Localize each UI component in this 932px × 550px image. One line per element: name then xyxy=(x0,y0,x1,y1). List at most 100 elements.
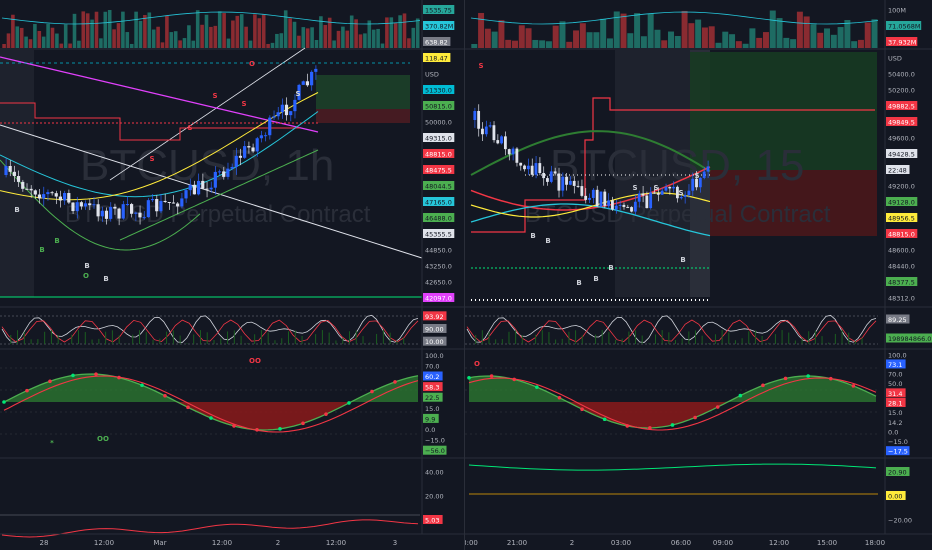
signal-label: B xyxy=(39,246,44,254)
volume-bar xyxy=(769,10,776,49)
chart-pane-1h[interactable]: BTCUSD, 1h BTCUSD Perpetual Contract S S S S S… xyxy=(0,0,464,550)
volume-bar xyxy=(668,31,674,48)
volume-bar xyxy=(143,14,147,49)
signal-label: B xyxy=(593,275,598,283)
volume-bar xyxy=(222,13,226,48)
price-tag-box xyxy=(423,5,455,14)
candle-body xyxy=(155,199,159,212)
volume-bar xyxy=(81,11,86,49)
volume-bar xyxy=(41,36,46,48)
ma-line-magenta xyxy=(0,56,319,133)
candle-body xyxy=(247,146,251,148)
price-tag-box xyxy=(423,293,455,302)
price-tag-box xyxy=(886,359,906,369)
signal-label: OO xyxy=(249,357,261,365)
volume-bar xyxy=(620,13,627,49)
candle-body xyxy=(92,204,96,206)
wave-area-negative xyxy=(469,402,876,428)
volume-bar xyxy=(345,30,350,48)
candle-body xyxy=(500,136,503,144)
price-tag-box xyxy=(886,491,906,500)
price-tag-label: 50815.0 xyxy=(425,103,452,111)
price-tag-label: 49128.0 xyxy=(888,199,915,207)
price-tag-label: 73.1 xyxy=(888,361,902,369)
chart-watermark-description: BTCUSD Perpetual Contract xyxy=(525,201,831,228)
stepped-stop-line xyxy=(471,97,875,233)
wave-dot xyxy=(648,426,652,430)
volume-bar xyxy=(275,33,279,48)
adx-line xyxy=(468,463,877,471)
candle-body xyxy=(54,193,58,197)
stoch-line xyxy=(1,314,419,343)
candle-body xyxy=(42,194,46,199)
volume-bar xyxy=(830,34,837,48)
price-scale-label: 50400.0 xyxy=(888,71,915,79)
price-tag-label: 58.3 xyxy=(425,384,439,392)
adx-line xyxy=(1,519,419,538)
wave-dot xyxy=(209,416,213,420)
volume-bar xyxy=(790,39,797,48)
volume-bar xyxy=(327,17,332,48)
volume-bar xyxy=(279,33,284,48)
volume-bar xyxy=(613,11,620,48)
price-scale-label: 100.0 xyxy=(888,351,907,359)
signal-label: S xyxy=(241,100,246,108)
signal-label: S xyxy=(149,155,154,163)
volume-bar xyxy=(735,41,742,48)
volume-bar xyxy=(235,15,240,49)
volume-bar xyxy=(336,30,341,48)
volume-bar xyxy=(107,10,112,48)
volume-bar xyxy=(654,29,661,48)
candle-body xyxy=(251,147,255,152)
price-tag-box xyxy=(423,324,447,333)
wave-dot xyxy=(851,384,856,388)
candle-body xyxy=(176,203,180,207)
chart-pane-15m[interactable]: BTCUSD, 15 BTCUSD Perpetual Contract S S S S S… xyxy=(465,0,932,550)
candle-body xyxy=(263,135,268,137)
price-tag-label: 37.932M xyxy=(888,39,916,47)
candle-body xyxy=(188,184,192,191)
volume-bar xyxy=(297,35,301,48)
wave-dot xyxy=(25,388,29,393)
candle-body xyxy=(113,206,117,209)
volume-bar xyxy=(606,38,613,48)
price-tag-label: 48815.0 xyxy=(888,231,915,239)
volume-bar xyxy=(817,32,824,48)
volume-bar xyxy=(99,38,103,48)
price-tag-label: 638.82 xyxy=(425,39,448,47)
volume-bar xyxy=(715,42,722,48)
price-tag-label: 370.82M xyxy=(425,23,453,31)
volume-bar xyxy=(200,24,204,48)
volume-bar xyxy=(586,32,593,48)
price-tag-label: 5.03 xyxy=(425,517,439,525)
signal-label: S xyxy=(632,184,637,192)
volume-bar xyxy=(59,43,64,48)
price-scale-label: USD xyxy=(425,71,439,79)
price-tag-label: 48956.5 xyxy=(888,215,915,223)
volume-bar xyxy=(125,32,130,48)
candle-body xyxy=(96,204,100,217)
signal-label: B xyxy=(576,279,581,287)
pane-divider[interactable] xyxy=(464,0,465,550)
candle-body xyxy=(293,99,297,112)
candle-body xyxy=(645,195,649,209)
volume-bar xyxy=(722,31,729,48)
price-scale-label: 49200.0 xyxy=(888,183,915,191)
candle-body xyxy=(565,176,568,185)
price-tag-box xyxy=(886,165,910,174)
volume-bar xyxy=(681,10,688,49)
volume-bar xyxy=(213,25,218,48)
time-axis-label: 12:00 xyxy=(326,539,346,547)
price-tag-box xyxy=(423,382,443,392)
volume-bar xyxy=(257,18,262,48)
candle-body xyxy=(507,149,511,155)
volume-bar xyxy=(385,17,389,48)
candle-body xyxy=(180,198,184,207)
candle-body xyxy=(534,163,538,175)
wave-dot xyxy=(828,376,833,381)
candle-body xyxy=(683,195,687,197)
wave-dot xyxy=(94,372,98,376)
time-axis-label: 12:00 xyxy=(94,539,114,547)
